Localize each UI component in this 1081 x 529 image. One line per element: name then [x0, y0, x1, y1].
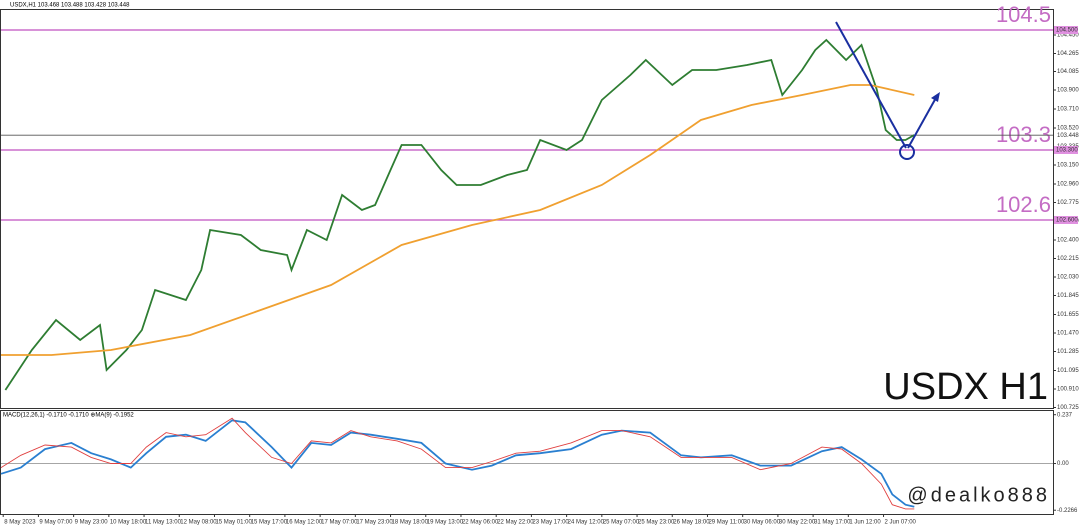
x-tick-label: 30 May 06:00	[744, 520, 781, 526]
chart-title: USDX,H1 103.468 103.488 103.428 103.448	[10, 3, 130, 9]
y-tick-label: 101.470	[1057, 331, 1079, 337]
x-tick-label: 1 Jun 12:00	[849, 520, 881, 526]
x-tick-label: 10 May 18:00	[110, 520, 147, 526]
x-tick-label: 15 May 17:00	[251, 520, 288, 526]
y-tick-label: 102.030	[1057, 275, 1079, 281]
x-tick-label: 25 May 23:00	[638, 520, 675, 526]
level-label: 104.5	[996, 2, 1051, 27]
x-tick-label: 31 May 17:00	[814, 520, 851, 526]
y-tick-label: 103.520	[1057, 126, 1079, 132]
y-tick-label: 104.450	[1057, 33, 1079, 39]
y-tick-label: 102.960	[1057, 182, 1079, 188]
y-tick-label: 103.710	[1057, 107, 1079, 113]
x-tick-label: 11 May 13:00	[145, 520, 182, 526]
x-tick-label: 17 May 07:00	[321, 520, 358, 526]
y-tick-label: 100.910	[1057, 387, 1079, 393]
x-tick-label: 22 May 22:00	[497, 520, 534, 526]
x-tick-label: 22 May 06:00	[462, 520, 499, 526]
main-pane	[0, 9, 1054, 409]
y-tick-label: 101.285	[1057, 349, 1079, 355]
current-price-label: 103.448	[1057, 133, 1079, 139]
series-line	[4, 38, 915, 391]
level-label: 103.3	[996, 122, 1051, 147]
y-tick-label: 104.085	[1057, 69, 1079, 75]
y-tick-label: 103.900	[1057, 88, 1079, 94]
level-tag	[1054, 146, 1078, 154]
y-tick-label: 102.215	[1057, 256, 1079, 262]
level-tag-label: 104.500	[1056, 28, 1078, 34]
y-tick-label: 101.845	[1057, 293, 1079, 299]
y-tick-label: 102.775	[1057, 200, 1079, 206]
level-tag-label: 102.600	[1056, 218, 1078, 224]
x-tick-label: 19 May 13:00	[427, 520, 464, 526]
level-label: 102.6	[996, 192, 1051, 217]
y-tick-label: 101.655	[1057, 312, 1079, 318]
y-tick-label: 100.725	[1057, 405, 1079, 411]
x-tick-label: 26 May 18:00	[673, 520, 710, 526]
x-tick-label: 25 May 07:00	[603, 520, 640, 526]
y-tick-label: 0.00	[1057, 461, 1069, 467]
macd-pane	[0, 410, 1054, 515]
x-tick-label: 30 May 22:00	[779, 520, 816, 526]
x-tick-label: 29 May 11:00	[708, 520, 745, 526]
arrow-down	[835, 21, 907, 149]
series-line	[0, 417, 915, 510]
overlay-label: USDX H1	[883, 366, 1048, 408]
circle-marker	[899, 144, 915, 160]
x-tick-label: 12 May 08:00	[180, 520, 217, 526]
series-line	[1, 84, 915, 356]
x-tick-label: 9 May 07:00	[39, 520, 73, 526]
series-line	[0, 419, 915, 508]
x-tick-label: 23 May 17:00	[532, 520, 569, 526]
y-tick-label: 103.150	[1057, 163, 1079, 169]
arrow-head	[931, 92, 940, 102]
y-tick-label: 102.400	[1057, 238, 1079, 244]
y-tick-label: 104.265	[1057, 51, 1079, 57]
x-tick-label: 2 Jun 07:00	[885, 520, 917, 526]
x-tick-label: 9 May 23:00	[75, 520, 109, 526]
y-tick-label: -0.2266	[1057, 508, 1078, 514]
level-tag	[1054, 216, 1078, 224]
y-tick-label: 101.095	[1057, 368, 1079, 374]
level-tag	[1054, 26, 1078, 34]
watermark: @dealko888	[907, 484, 1050, 506]
y-tick-label: 0.237	[1057, 412, 1073, 418]
level-tag-label: 103.300	[1056, 148, 1078, 154]
x-tick-label: 18 May 18:00	[392, 520, 429, 526]
x-tick-label: 16 May 12:00	[286, 520, 323, 526]
x-tick-label: 8 May 2023	[4, 520, 36, 526]
macd-title: MACD(12,26,1) -0.1710 -0.1710 ⊕MA(9) -0.…	[3, 413, 134, 419]
x-tick-label: 15 May 01:00	[215, 520, 252, 526]
arrow-up	[907, 95, 938, 149]
x-tick-label: 24 May 12:00	[568, 520, 605, 526]
x-tick-label: 17 May 23:00	[356, 520, 393, 526]
